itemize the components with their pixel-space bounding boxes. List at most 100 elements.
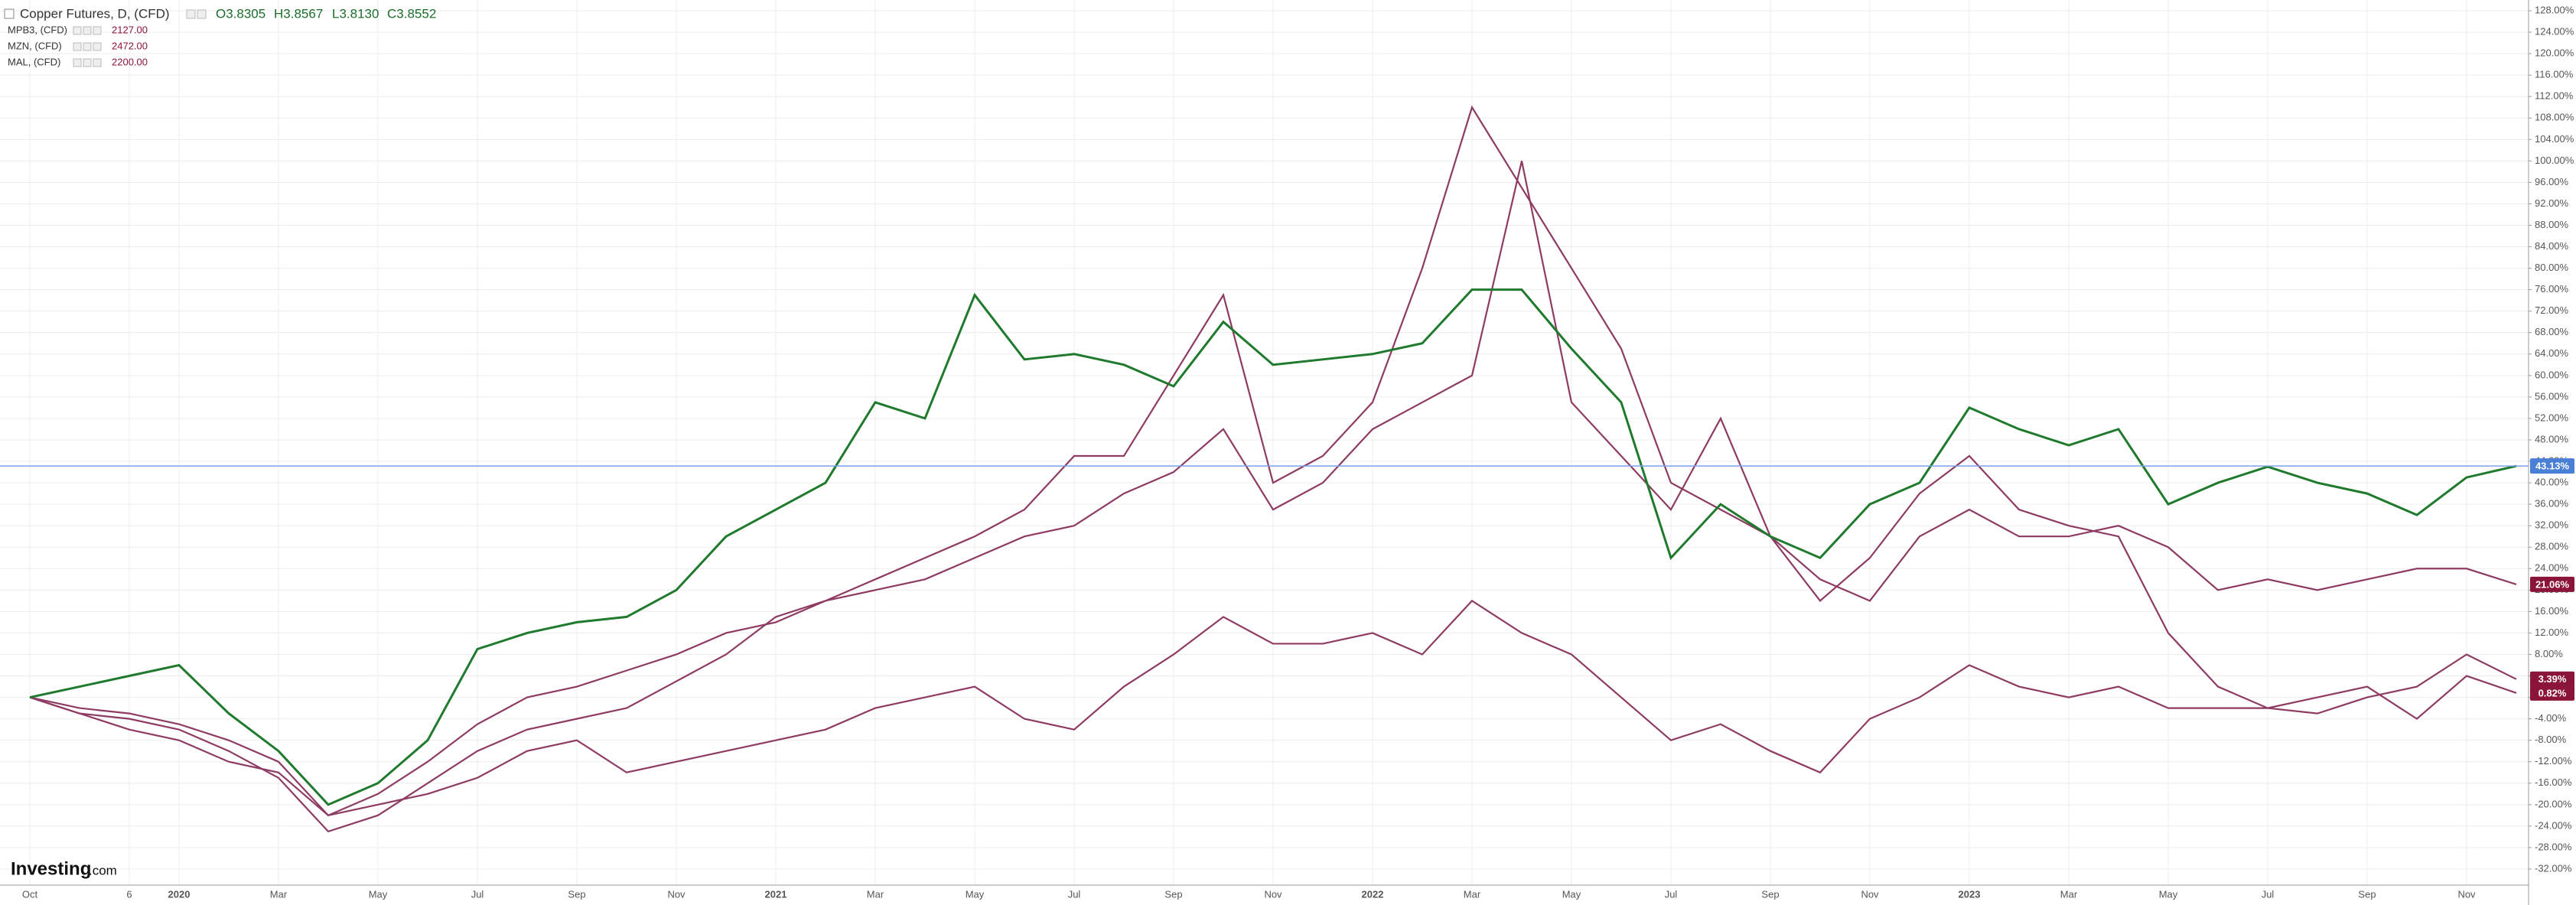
last-value-label: 43.13% <box>2535 461 2570 472</box>
x-tick-label: Nov <box>667 888 686 900</box>
legend-price: 2472.00 <box>112 40 148 51</box>
x-tick-label: May <box>369 888 388 900</box>
x-tick-label: Sep <box>1164 888 1182 900</box>
x-tick-label: Jul <box>471 888 484 900</box>
y-tick-label: 112.00% <box>2535 90 2574 102</box>
legend-icon[interactable] <box>83 26 92 35</box>
watermark-suffix: .com <box>89 863 117 877</box>
high: H3.8567 <box>274 6 323 21</box>
y-tick-label: 12.00% <box>2535 627 2569 638</box>
y-tick-label: -20.00% <box>2535 798 2572 809</box>
grid <box>0 0 2529 885</box>
x-tick-label: 2023 <box>1959 888 1981 900</box>
legend-name: MZN, (CFD) <box>8 40 62 51</box>
collapse-icon[interactable] <box>4 8 15 19</box>
y-tick-label: 36.00% <box>2535 498 2569 509</box>
legend-icon[interactable] <box>73 42 82 51</box>
legend-price: 2200.00 <box>112 56 148 67</box>
y-tick-label: 108.00% <box>2535 112 2574 123</box>
x-tick-label: 2021 <box>765 888 787 900</box>
y-tick-label: -16.00% <box>2535 776 2572 788</box>
y-tick-label: 72.00% <box>2535 304 2569 316</box>
open: O3.8305 <box>216 6 265 21</box>
legend-icon[interactable] <box>83 58 92 67</box>
legend-icon[interactable] <box>93 42 102 51</box>
y-tick-label: 100.00% <box>2535 155 2574 166</box>
y-tick-label: 40.00% <box>2535 477 2569 488</box>
legend-icon[interactable] <box>73 58 82 67</box>
y-tick-label: 96.00% <box>2535 176 2569 187</box>
last-value-badge <box>2530 685 2574 701</box>
y-tick-label: -12.00% <box>2535 755 2572 767</box>
legend-name: MPB3, (CFD) <box>8 24 67 35</box>
x-tick-label: Jul <box>1068 888 1081 900</box>
legend-name: MAL, (CFD) <box>8 56 60 67</box>
y-tick-label: -32.00% <box>2535 862 2572 874</box>
last-value-label: 21.06% <box>2535 578 2570 590</box>
y-tick-label: 84.00% <box>2535 240 2569 252</box>
y-tick-label: 28.00% <box>2535 541 2569 552</box>
y-tick-label: -8.00% <box>2535 734 2567 745</box>
x-tick-label: Mar <box>867 888 884 900</box>
y-tick-label: 68.00% <box>2535 326 2569 337</box>
legend-icon[interactable] <box>93 58 102 67</box>
series-line <box>29 161 2517 833</box>
x-tick-label: Mar <box>270 888 288 900</box>
instrument-name: Copper Futures, D, (CFD) <box>20 6 170 21</box>
last-value-label: 0.82% <box>2539 687 2567 698</box>
x-tick-label: Nov <box>1264 888 1282 900</box>
x-tick-label: 6 <box>126 888 132 900</box>
y-tick-label: 60.00% <box>2535 369 2569 380</box>
x-tick-label: Mar <box>2060 888 2078 900</box>
x-tick-label: May <box>2159 888 2178 900</box>
legend-icon[interactable] <box>93 26 102 35</box>
y-tick-label: 16.00% <box>2535 605 2569 617</box>
y-tick-label: -24.00% <box>2535 819 2572 831</box>
x-tick-label: Nov <box>2457 888 2476 900</box>
series-line <box>29 599 2517 817</box>
icon[interactable] <box>186 9 196 19</box>
x-tick-label: Oct <box>22 888 38 900</box>
y-tick-label: 120.00% <box>2535 47 2574 59</box>
y-tick-label: 48.00% <box>2535 433 2569 444</box>
y-tick-label: 80.00% <box>2535 262 2569 273</box>
x-tick-label: Jul <box>1665 888 1678 900</box>
low: L3.8130 <box>332 6 379 21</box>
y-tick-label: 116.00% <box>2535 69 2574 80</box>
last-value-badge <box>2530 458 2574 474</box>
x-tick-label: Sep <box>1761 888 1779 900</box>
x-tick-label: May <box>1562 888 1581 900</box>
y-tick-label: 32.00% <box>2535 519 2569 531</box>
watermark-brand: Investing <box>11 858 91 879</box>
y-tick-label: 24.00% <box>2535 562 2569 574</box>
y-tick-label: 104.00% <box>2535 133 2574 145</box>
y-tick-label: 76.00% <box>2535 283 2569 295</box>
legend: Copper Futures, D, (CFD) O3.8305 H3.8567… <box>4 6 436 67</box>
close: C3.8552 <box>387 6 436 21</box>
x-tick-label: May <box>966 888 985 900</box>
y-tick-label: -28.00% <box>2535 841 2572 852</box>
legend-price: 2127.00 <box>112 24 148 35</box>
y-tick-label: -4.00% <box>2535 712 2567 724</box>
x-tick-label: Mar <box>1464 888 1481 900</box>
last-value-label: 3.39% <box>2539 673 2567 685</box>
last-value-badge <box>2530 576 2574 592</box>
x-tick-label: Jul <box>2262 888 2275 900</box>
icon[interactable] <box>197 9 207 19</box>
series-line <box>29 105 2517 817</box>
legend-icon[interactable] <box>73 26 82 35</box>
plot <box>0 105 2529 833</box>
y-tick-label: 52.00% <box>2535 412 2569 423</box>
y-tick-label: 64.00% <box>2535 347 2569 359</box>
y-tick-label: 128.00% <box>2535 4 2574 15</box>
legend-icon[interactable] <box>83 42 92 51</box>
x-tick-label: Sep <box>568 888 585 900</box>
x-tick-label: 2022 <box>1362 888 1384 900</box>
y-tick-label: 124.00% <box>2535 26 2574 37</box>
x-tick-label: 2020 <box>168 888 191 900</box>
y-tick-label: 88.00% <box>2535 219 2569 230</box>
y-tick-label: 92.00% <box>2535 197 2569 209</box>
x-tick-label: Nov <box>1861 888 1879 900</box>
